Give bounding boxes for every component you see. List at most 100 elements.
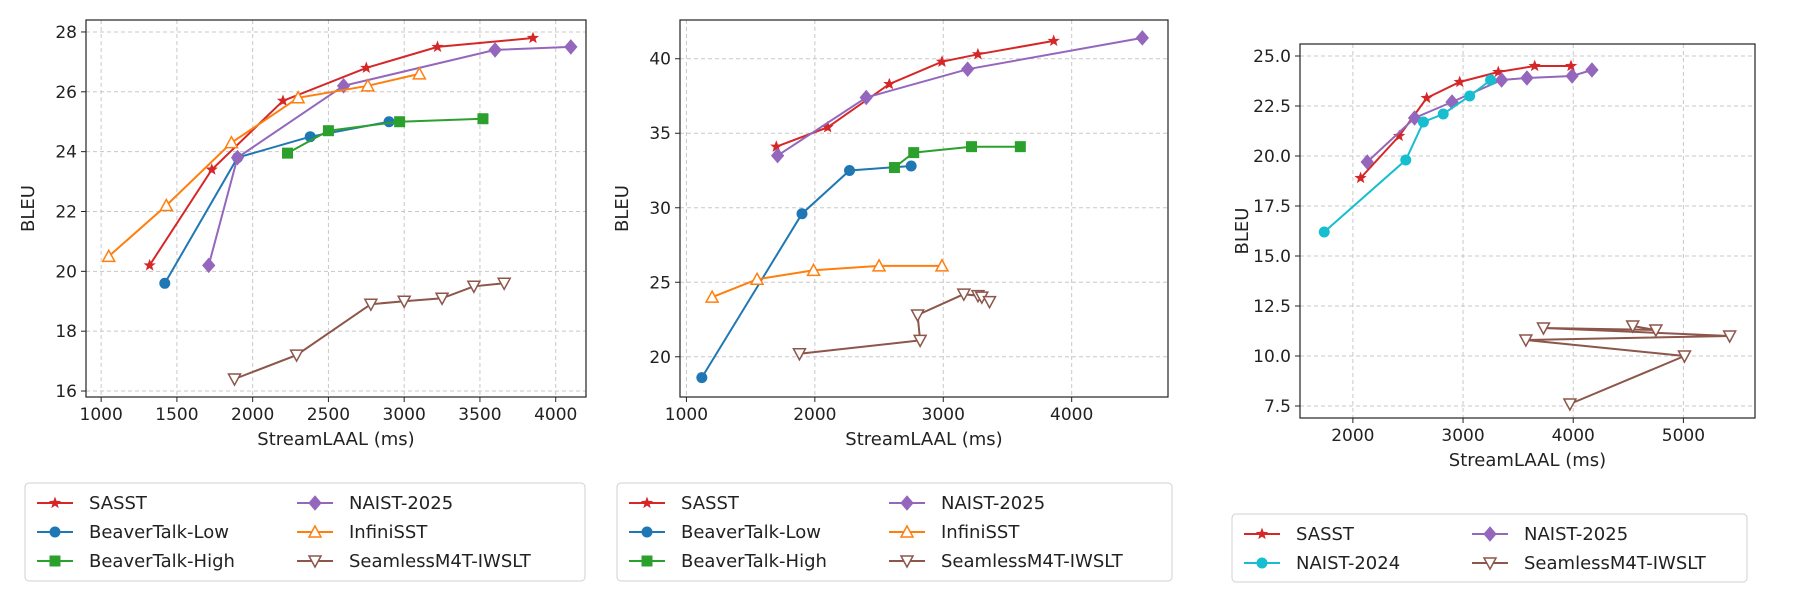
data-point (859, 89, 873, 106)
x-tick-label: 4000 (1050, 405, 1093, 425)
series-line (108, 72, 420, 258)
legend-entry-seamlessm4t-iwslt: SeamlessM4T-IWSLT (297, 551, 532, 572)
data-point (749, 271, 765, 286)
chart-panel-3: 2000 3000 4000 5000 7.5 10.0 12.5 15.0 17.5 20.0 2… (1231, 43, 1756, 583)
legend-label: SeamlessM4T-IWSLT (941, 551, 1124, 572)
data-point (434, 292, 450, 306)
legend-marker (307, 555, 323, 569)
legend-label: SASST (681, 493, 740, 514)
y-axis-label: BLEU (18, 185, 39, 232)
data-point (844, 165, 856, 177)
plot-frame (679, 19, 1169, 398)
data-point (1520, 70, 1534, 86)
y-tick-label: 24 (55, 143, 77, 163)
data-point (905, 160, 917, 172)
data-point (496, 277, 512, 291)
legend-marker (1482, 557, 1498, 571)
data-point (1536, 322, 1551, 336)
legend: SASST NAIST-2025 BeaverTalk-Low InfiniSST Be… (616, 482, 1173, 582)
y-tick-label: 40 (649, 50, 671, 70)
series-infinisst (704, 258, 950, 303)
legend-entry-sasst: SASST (37, 493, 148, 514)
legend-entry-infinisst: InfiniSST (889, 522, 1020, 543)
y-tick-label: 30 (649, 199, 671, 219)
data-point (396, 295, 412, 309)
data-point (961, 61, 975, 77)
legend-marker (641, 526, 653, 538)
data-point (908, 147, 920, 159)
legend-label: BeaverTalk-High (681, 551, 827, 572)
y-tick-label: 17.5 (1253, 197, 1291, 217)
legend-marker (308, 495, 322, 511)
legend-label: SASST (1296, 524, 1355, 545)
data-point (1518, 334, 1534, 348)
data-point (966, 141, 978, 153)
legend-marker (641, 555, 653, 567)
legend-entry-infinisst: InfiniSST (297, 522, 428, 543)
data-point (912, 334, 928, 348)
data-point (1417, 116, 1429, 128)
data-point (290, 90, 306, 104)
data-point (1014, 141, 1026, 153)
data-point (796, 208, 808, 220)
legend-label: BeaverTalk-Low (681, 522, 821, 543)
data-point (871, 258, 887, 272)
series-line (1366, 69, 1593, 163)
data-point (1437, 108, 1449, 120)
data-point (971, 47, 985, 60)
series-line (1359, 65, 1571, 179)
series-seamlessm4t-iwslt (1518, 320, 1737, 412)
data-point (227, 373, 242, 387)
data-point (1485, 74, 1497, 86)
data-point (526, 31, 540, 44)
series-line (163, 120, 390, 284)
series-sasst (770, 34, 1060, 152)
data-point (1494, 72, 1509, 88)
legend-marker (1483, 526, 1497, 542)
data-point (431, 40, 444, 53)
y-axis-label: BLEU (612, 185, 633, 232)
series-infinisst (101, 66, 427, 263)
legend-marker (49, 526, 61, 538)
x-tick-label: 3000 (1441, 426, 1484, 446)
y-tick-label: 22.5 (1253, 97, 1291, 117)
data-point (1677, 350, 1692, 364)
legend-label: InfiniSST (941, 522, 1020, 543)
legend-entry-beavertalk-high: BeaverTalk-High (37, 551, 235, 572)
legend-marker (900, 495, 914, 511)
data-point (1625, 320, 1640, 334)
y-tick-label: 12.5 (1253, 297, 1291, 317)
data-point (276, 94, 290, 106)
data-point (934, 258, 950, 272)
legend-label: BeaverTalk-Low (89, 522, 229, 543)
series-sasst (143, 31, 540, 271)
x-tick-label: 1000 (80, 405, 123, 425)
legend-entry-seamlessm4t-iwslt: SeamlessM4T-IWSLT (889, 551, 1124, 572)
x-tick-label: 1000 (665, 405, 708, 425)
legend-entry-naist-2025: NAIST-2025 (297, 493, 453, 514)
y-axis-label: BLEU (1232, 208, 1253, 255)
y-tick-label: 18 (55, 322, 77, 342)
legend-box (1231, 513, 1748, 583)
data-point (1492, 65, 1505, 78)
legend: SASST NAIST-2025 NAIST-2024 SeamlessM4T-IWS… (1231, 513, 1748, 583)
data-point (488, 42, 502, 58)
y-tick-label: 20 (55, 262, 77, 282)
legend-marker (48, 496, 62, 509)
y-tick-label: 28 (55, 23, 77, 43)
data-point (363, 298, 379, 312)
y-tick-label: 16 (55, 382, 77, 402)
series-naist-2025 (202, 39, 578, 274)
data-point (159, 277, 171, 289)
data-point (360, 78, 376, 92)
legend-label: SASST (89, 493, 148, 514)
legend-entry-naist-2025: NAIST-2025 (1472, 524, 1628, 545)
data-point (770, 140, 783, 152)
data-point (224, 135, 239, 149)
legend-entry-beavertalk-low: BeaverTalk-Low (629, 522, 821, 543)
series-beavertalk-high (888, 141, 1026, 174)
data-point (770, 147, 785, 164)
plot-frame (1299, 43, 1756, 419)
data-point (360, 61, 373, 74)
